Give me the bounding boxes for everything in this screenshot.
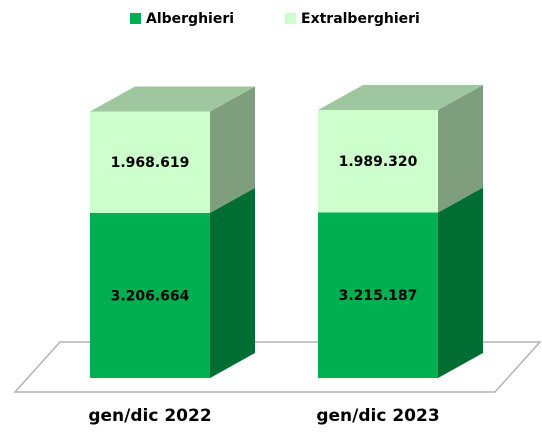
legend-swatch [130, 13, 141, 24]
value-label: 1.968.619 [111, 155, 190, 171]
bar-side [438, 187, 483, 378]
legend-label: Extralberghieri [301, 11, 420, 27]
bar [318, 110, 438, 213]
bar-side [210, 187, 255, 378]
x-tick-label: gen/dic 2023 [316, 406, 439, 426]
value-label: 1.989.320 [339, 154, 418, 170]
x-tick-label: gen/dic 2022 [88, 406, 211, 426]
legend-swatch [285, 13, 296, 24]
bar [318, 212, 438, 378]
value-label: 3.215.187 [339, 288, 418, 304]
bar-side [210, 86, 255, 213]
value-label: 3.206.664 [111, 288, 190, 304]
bar-top [90, 86, 255, 112]
bar [90, 111, 210, 213]
bar [90, 212, 210, 378]
legend-label: Alberghieri [146, 11, 234, 27]
bar-top [318, 85, 483, 110]
bar-side [438, 85, 483, 213]
